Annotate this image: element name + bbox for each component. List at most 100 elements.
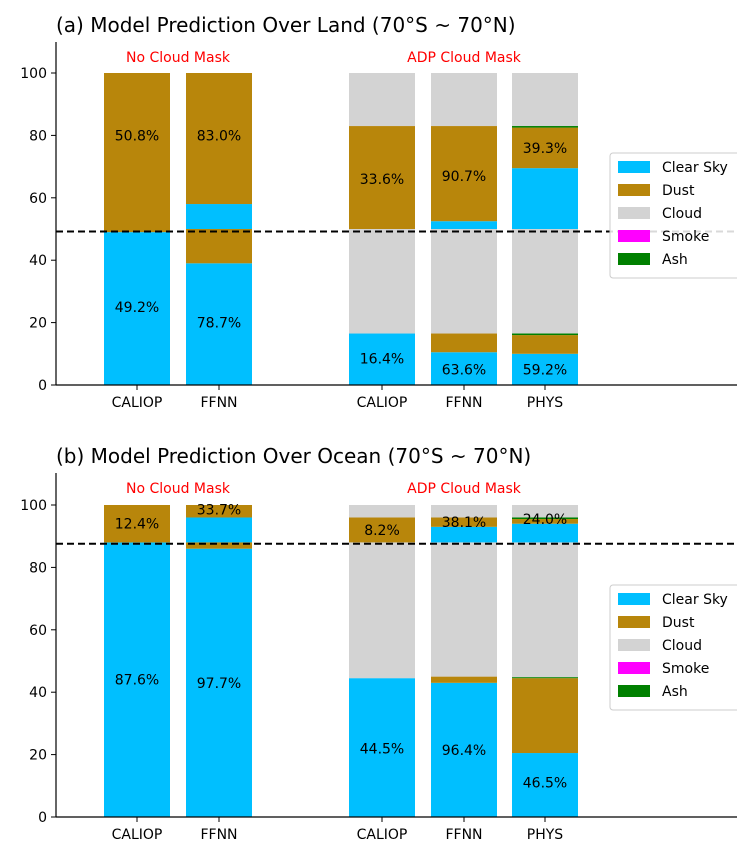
bar-segment-dust [431, 517, 497, 527]
bar-value-label: 50.8% [115, 128, 159, 144]
bar-value-label: 12.4% [115, 517, 159, 533]
legend-label: Dust [662, 615, 695, 631]
legend-label: Ash [662, 252, 688, 268]
bar-segment-ash [512, 517, 578, 520]
x-tick-label: FFNN [445, 827, 482, 841]
legend-swatch [618, 662, 650, 674]
legend-swatch [618, 593, 650, 605]
bar-segment-clear-sky [104, 542, 170, 817]
bar-segment-cloud [512, 542, 578, 678]
bar-value-label: 83.0% [197, 128, 241, 144]
legend-swatch [618, 253, 650, 265]
y-tick-label: 100 [20, 498, 47, 514]
bar-segment-clear-sky [186, 204, 252, 229]
legend-label: Clear Sky [662, 592, 728, 608]
legend-swatch [618, 207, 650, 219]
bar-value-label: 49.2% [115, 300, 159, 316]
bar-segment-cloud [512, 73, 578, 127]
bar-segment-clear-sky [186, 517, 252, 543]
bar-segment-clear-sky [186, 548, 252, 817]
bar-segment-ash [512, 126, 578, 128]
bar-value-label: 96.4% [442, 743, 486, 759]
y-tick-label: 80 [29, 128, 47, 144]
y-tick-label: 80 [29, 560, 47, 576]
bar-value-label: 33.7% [197, 503, 241, 519]
bar-segment-dust [431, 333, 497, 353]
legend-label: Dust [662, 183, 695, 199]
legend-swatch [618, 230, 650, 242]
y-tick-label: 0 [38, 810, 47, 826]
x-tick-label: PHYS [527, 395, 564, 411]
bar-segment-dust [512, 678, 578, 754]
y-tick-label: 0 [38, 378, 47, 394]
bar-value-label: 8.2% [364, 523, 400, 539]
panel-ocean: (b) Model Prediction Over Ocean (70°S ~ … [20, 444, 737, 843]
bar-segment-clear-sky [431, 526, 497, 543]
bar-segment-cloud [431, 229, 497, 334]
bar-value-label: 33.6% [360, 172, 404, 188]
legend: Clear Sky Dust Cloud Smoke Ash [609, 152, 737, 279]
bar-value-label: 24.0% [523, 512, 567, 528]
x-tick-label: FFNN [200, 395, 237, 411]
legend-swatch [618, 184, 650, 196]
bar-segment-ash [512, 677, 578, 679]
plot-area: 12.4% 87.6% 33.7% 97.7% 8.2% 44.5% 38.1% 96.4% 2… [20, 473, 737, 843]
bar-segment-dust [104, 73, 170, 233]
bar-segment-cloud [431, 542, 497, 677]
bar-segment-dust [431, 126, 497, 222]
panel-land: (a) Model Prediction Over Land (70°S ~ 7… [20, 13, 737, 411]
bar-value-label: 63.6% [442, 362, 486, 378]
bar-segment-dust [186, 73, 252, 205]
y-tick-label: 60 [29, 623, 47, 639]
y-tick-label: 20 [29, 748, 47, 764]
bar-value-label: 87.6% [115, 673, 159, 689]
bar-segment-dust [512, 127, 578, 169]
bar-segment-clear-sky [431, 682, 497, 817]
bar-value-label: 59.2% [523, 362, 567, 378]
bar-segment-cloud [349, 73, 415, 127]
chart-title: (b) Model Prediction Over Ocean (70°S ~ … [56, 444, 531, 468]
bar-value-label: 46.5% [523, 776, 567, 792]
legend-swatch [618, 161, 650, 173]
bar-segment-clear-sky [512, 753, 578, 817]
bar-segment-dust [186, 505, 252, 518]
group-label: ADP Cloud Mask [407, 481, 522, 497]
bar-segment-dust [431, 676, 497, 683]
bar-segment-clear-sky [349, 678, 415, 817]
legend-swatch [618, 639, 650, 651]
bar-segment-cloud [512, 505, 578, 518]
bar-value-label: 44.5% [360, 741, 404, 757]
bar-segment-dust [186, 542, 252, 549]
bar-value-label: 90.7% [442, 169, 486, 185]
x-tick-label: CALIOP [112, 395, 163, 411]
bar-value-label: 97.7% [197, 676, 241, 692]
x-tick-label: CALIOP [112, 827, 163, 841]
plot-area: 50.8% 49.2% 83.0% 78.7% 33.6% 16.4% 90.7% 63.6%… [20, 42, 737, 411]
legend: Clear Sky Dust Cloud Smoke Ash [609, 584, 737, 711]
y-tick-label: 60 [29, 191, 47, 207]
x-tick-label: PHYS [527, 827, 564, 841]
legend-label: Smoke [662, 661, 709, 677]
bar-segment-clear-sky [512, 168, 578, 229]
y-tick-label: 20 [29, 316, 47, 332]
legend-label: Smoke [662, 229, 709, 245]
bar-segment-cloud [431, 505, 497, 518]
bar-segment-dust [349, 517, 415, 543]
legend-label: Clear Sky [662, 160, 728, 176]
legend-swatch [618, 685, 650, 697]
bar-segment-dust [512, 519, 578, 524]
group-label: ADP Cloud Mask [407, 50, 522, 66]
bar-segment-dust [104, 505, 170, 543]
legend-label: Ash [662, 684, 688, 700]
group-label: No Cloud Mask [126, 481, 231, 497]
chart-title: (a) Model Prediction Over Land (70°S ~ 7… [56, 13, 516, 37]
bar-segment-clear-sky [349, 333, 415, 385]
bar-segment-ash [512, 333, 578, 336]
bar-segment-clear-sky [431, 352, 497, 385]
y-tick-label: 100 [20, 66, 47, 82]
legend-label: Cloud [662, 206, 702, 222]
bar-segment-dust [186, 229, 252, 264]
bar-value-label: 38.1% [442, 515, 486, 531]
